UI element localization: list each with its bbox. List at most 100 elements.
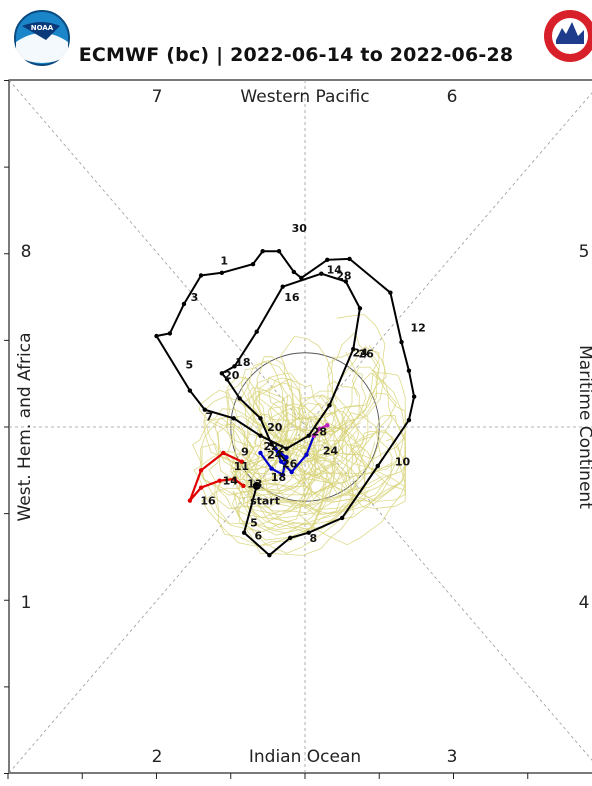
observed-point	[181, 301, 187, 307]
observed-point	[327, 403, 332, 408]
observed-point	[406, 368, 412, 373]
observed-point	[339, 515, 345, 521]
observed-path	[154, 250, 416, 557]
observed-point	[357, 306, 363, 311]
observed-point	[202, 407, 207, 412]
region-label-right: Maritime Continent	[575, 345, 592, 509]
ensemble-member-line	[241, 351, 359, 473]
day-label: 16	[284, 291, 300, 304]
region-labels: Western Pacific Indian Ocean West. Hem. an…	[15, 87, 592, 767]
observed-point	[375, 463, 380, 469]
day-label: 6	[255, 529, 263, 542]
ensemble-member-line	[201, 437, 335, 547]
day-label: 26	[358, 347, 374, 360]
day-label: 11	[234, 460, 249, 473]
forecast-point	[187, 498, 193, 503]
phase-label-5: 5	[579, 242, 590, 262]
observed-point	[219, 371, 225, 376]
phase-label-7: 7	[152, 87, 163, 107]
observed-point	[219, 270, 225, 276]
day-label: 8	[309, 532, 317, 545]
diagonal-line	[8, 92, 592, 774]
observed-point	[276, 248, 282, 254]
day-label: 10	[395, 456, 411, 469]
observed-point	[284, 446, 289, 451]
observed-point	[287, 535, 293, 541]
forecast-point	[198, 468, 204, 473]
phase-label-3: 3	[447, 747, 458, 767]
forecast-point	[289, 469, 294, 475]
ensemble-member-line	[239, 407, 321, 493]
ensemble-member-line	[199, 402, 337, 499]
forecast-trajectory	[187, 423, 330, 503]
svg-text:NOAA: NOAA	[31, 24, 54, 32]
day-label: 5	[185, 359, 193, 372]
day-label: 30	[292, 222, 308, 235]
forecast-point	[217, 478, 222, 483]
forecast-point	[284, 455, 289, 460]
observed-point	[347, 256, 352, 262]
observed-point	[319, 271, 324, 276]
ensemble-member-line	[235, 448, 360, 531]
forecast-point	[317, 426, 323, 431]
observed-point	[167, 331, 173, 336]
forecast-point	[311, 433, 317, 438]
day-label: 24	[267, 449, 283, 462]
region-label-top: Western Pacific	[240, 87, 369, 107]
day-label: 18	[271, 471, 286, 484]
day-label: 5	[250, 516, 258, 529]
observed-point	[187, 388, 193, 393]
observed-point	[267, 553, 272, 558]
ensemble-member-line	[230, 345, 386, 470]
day-label: 16	[200, 495, 216, 508]
day-label: 3	[191, 291, 199, 304]
phase-label-2: 2	[152, 747, 163, 767]
ensemble-member-line	[246, 430, 406, 525]
observed-point	[325, 257, 330, 263]
region-label-bottom: Indian Ocean	[249, 747, 361, 767]
nws-logo	[544, 10, 592, 62]
day-label: 2	[277, 443, 285, 456]
day-label: 24	[323, 444, 339, 457]
forecast-point	[325, 423, 330, 428]
observed-point	[269, 442, 274, 447]
day-label: 1	[220, 255, 228, 268]
forecast-point	[258, 450, 263, 456]
observed-point	[406, 417, 412, 423]
phase-label-6: 6	[447, 87, 458, 107]
observed-point	[343, 279, 349, 284]
ensemble-member-line	[230, 331, 380, 484]
observed-point	[306, 433, 311, 438]
day-label: 13	[247, 477, 262, 490]
observed-point	[258, 416, 263, 421]
ensemble-member-line	[216, 394, 344, 488]
ensemble-member-line	[241, 410, 406, 506]
day-label: 22	[263, 440, 278, 453]
chart-title: ECMWF (bc) | 2022-06-14 to 2022-06-28	[78, 44, 514, 66]
day-label: 24	[353, 347, 369, 360]
observed-point	[411, 394, 417, 399]
ensemble-member-line	[239, 346, 381, 488]
ensemble-member-line	[200, 413, 384, 510]
day-label: 14	[223, 475, 239, 488]
day-label: 28	[312, 425, 327, 438]
observed-point	[260, 248, 265, 254]
forecast-week1-path	[188, 451, 245, 502]
ensemble-member-line	[250, 366, 397, 485]
observed-point	[351, 346, 356, 352]
observed-point	[224, 377, 230, 382]
ensemble-member-line	[225, 376, 344, 479]
observed-trajectory	[154, 248, 417, 558]
day-label: 20	[224, 369, 240, 382]
ensemble-member-line	[208, 404, 316, 525]
forecast-point	[269, 466, 274, 471]
phase-label-4: 4	[579, 593, 590, 613]
forecast-point	[304, 452, 309, 457]
forecast-point	[198, 485, 204, 490]
ensemble-member-line	[247, 387, 346, 485]
day-label: 26	[282, 457, 298, 470]
observed-point	[299, 275, 304, 281]
